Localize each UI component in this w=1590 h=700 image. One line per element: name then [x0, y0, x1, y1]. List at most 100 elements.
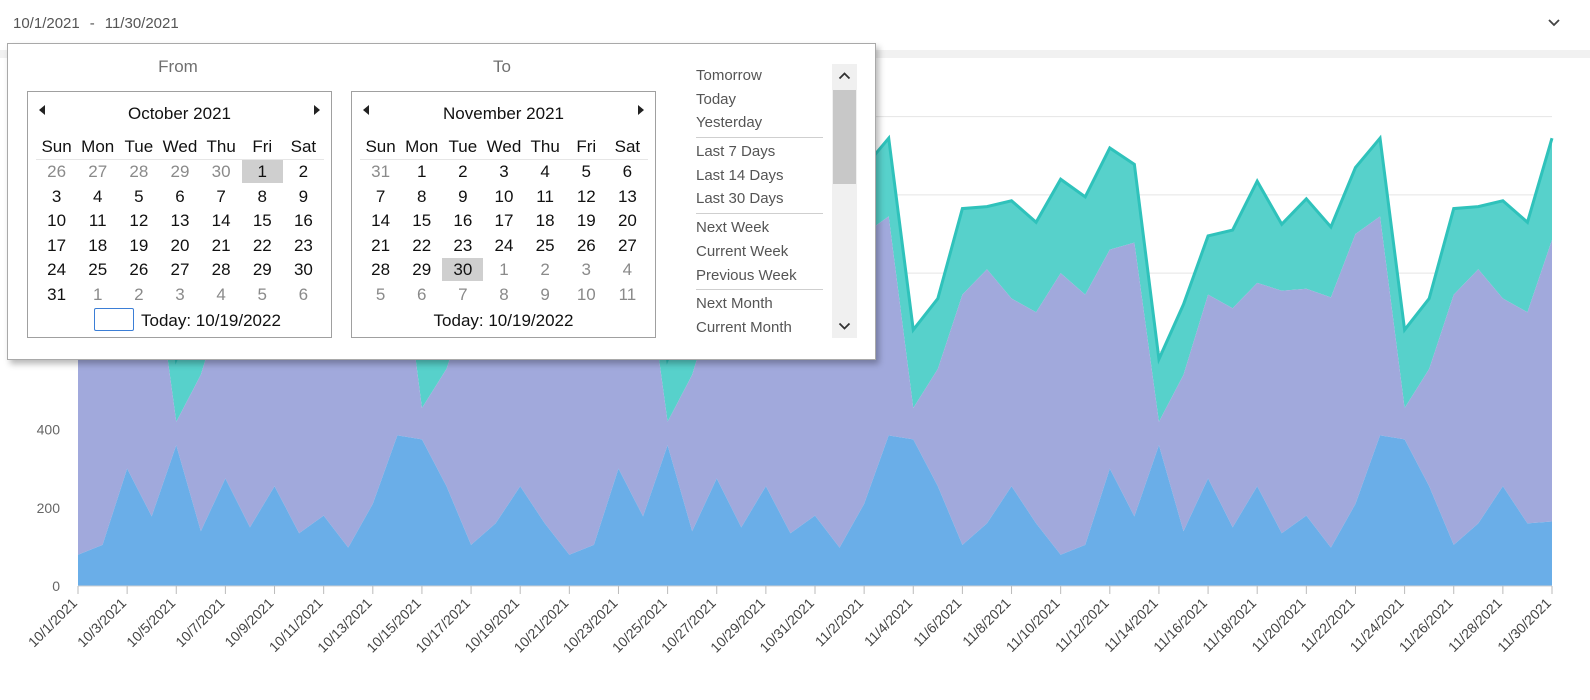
day-cell[interactable]: 4 — [622, 260, 633, 280]
day-cell[interactable]: 16 — [293, 211, 313, 231]
day-cell[interactable]: 14 — [371, 211, 391, 231]
scroll-down-icon[interactable] — [832, 314, 857, 338]
day-cell[interactable]: 4 — [92, 186, 103, 206]
day-cell[interactable]: 26 — [129, 260, 149, 280]
day-cell[interactable]: 18 — [88, 235, 108, 255]
preset-item-previous-week[interactable]: Previous Week — [696, 266, 797, 284]
day-cell[interactable]: 7 — [458, 284, 468, 304]
day-cell[interactable]: 21 — [211, 235, 231, 255]
day-cell[interactable]: 7 — [216, 186, 226, 206]
day-cell[interactable]: 6 — [622, 162, 633, 182]
to-selected-day[interactable]: 30 — [442, 258, 484, 282]
date-range-selector[interactable]: 10/1/2021-11/30/2021 — [0, 0, 1590, 50]
day-cell[interactable]: 19 — [576, 211, 596, 231]
prev-month-icon[interactable] — [39, 105, 45, 115]
day-cell[interactable]: 11 — [536, 186, 554, 206]
scroll-up-icon[interactable] — [832, 64, 857, 88]
day-cell[interactable]: 5 — [375, 284, 386, 304]
day-cell[interactable]: 7 — [375, 186, 386, 206]
day-cell[interactable]: 11 — [618, 284, 637, 304]
day-cell[interactable]: 28 — [371, 260, 391, 280]
day-cell[interactable]: 19 — [129, 235, 149, 255]
day-cell[interactable]: 28 — [211, 260, 231, 280]
day-cell[interactable]: 4 — [540, 162, 550, 182]
day-cell[interactable]: 26 — [576, 235, 596, 255]
day-cell[interactable]: 5 — [581, 162, 591, 182]
day-cell[interactable]: 29 — [170, 162, 190, 182]
day-cell[interactable]: 1 — [416, 162, 427, 182]
day-cell[interactable]: 30 — [293, 260, 313, 280]
preset-scrollbar[interactable] — [832, 64, 857, 338]
day-cell[interactable]: 15 — [252, 211, 272, 231]
day-cell[interactable]: 12 — [576, 186, 596, 206]
day-cell[interactable]: 3 — [175, 284, 185, 304]
day-cell[interactable]: 20 — [617, 211, 637, 231]
day-cell[interactable]: 24 — [47, 260, 67, 280]
day-cell[interactable]: 3 — [499, 162, 509, 182]
day-cell[interactable]: 9 — [458, 186, 468, 206]
preset-item-yesterday[interactable]: Yesterday — [696, 114, 763, 132]
day-cell[interactable]: 2 — [540, 260, 550, 280]
day-cell[interactable]: 27 — [88, 162, 108, 182]
day-cell[interactable]: 8 — [416, 186, 427, 206]
preset-item-last-14-days[interactable]: Last 14 Days — [696, 166, 784, 184]
day-cell[interactable]: 30 — [211, 162, 231, 182]
from-today-link[interactable]: Today: 10/19/2022 — [141, 311, 281, 330]
from-month-label[interactable]: October 2021 — [127, 104, 231, 123]
day-cell[interactable]: 21 — [371, 235, 391, 255]
day-cell[interactable]: 17 — [47, 235, 67, 255]
day-cell[interactable]: 16 — [453, 211, 473, 231]
today-indicator[interactable] — [94, 308, 134, 331]
day-cell[interactable]: 2 — [298, 162, 309, 182]
preset-item-last-30-days[interactable]: Last 30 Days — [696, 190, 784, 208]
date-range-display[interactable]: 10/1/2021-11/30/2021 — [13, 15, 179, 32]
day-cell[interactable]: 25 — [535, 235, 555, 255]
day-cell[interactable]: 10 — [47, 211, 67, 231]
day-cell[interactable]: 9 — [298, 186, 309, 206]
day-cell[interactable]: 10 — [494, 186, 514, 206]
day-cell[interactable]: 18 — [535, 211, 555, 231]
day-cell[interactable]: 29 — [412, 260, 432, 280]
day-cell[interactable]: 23 — [293, 235, 313, 255]
day-cell[interactable]: 10 — [576, 284, 596, 304]
day-cell[interactable]: 8 — [499, 284, 509, 304]
scrollbar-thumb[interactable] — [833, 90, 856, 184]
day-cell[interactable]: 4 — [216, 284, 226, 304]
day-cell[interactable]: 5 — [134, 186, 144, 206]
preset-item-next-month[interactable]: Next Month — [696, 295, 773, 313]
day-cell[interactable]: 31 — [371, 162, 391, 182]
preset-item-last-7-days[interactable]: Last 7 Days — [696, 143, 776, 161]
day-cell[interactable]: 6 — [175, 186, 185, 206]
day-cell[interactable]: 22 — [412, 235, 432, 255]
day-cell[interactable]: 11 — [88, 211, 107, 231]
day-cell[interactable]: 22 — [252, 235, 272, 255]
day-cell[interactable]: 28 — [129, 162, 149, 182]
day-cell[interactable]: 3 — [581, 260, 591, 280]
day-cell[interactable]: 17 — [494, 211, 514, 231]
day-cell[interactable]: 20 — [170, 235, 190, 255]
day-cell[interactable]: 5 — [257, 284, 267, 304]
day-cell[interactable]: 15 — [412, 211, 432, 231]
preset-item-tomorrow[interactable]: Tomorrow — [696, 67, 762, 84]
to-month-label[interactable]: November 2021 — [443, 104, 564, 123]
day-cell[interactable]: 1 — [499, 260, 509, 280]
day-cell[interactable]: 13 — [170, 211, 190, 231]
from-selected-day[interactable]: 1 — [241, 160, 283, 184]
day-cell[interactable]: 25 — [88, 260, 108, 280]
preset-item-next-week[interactable]: Next Week — [696, 219, 770, 237]
day-cell[interactable]: 29 — [252, 260, 272, 280]
next-month-icon[interactable] — [638, 105, 644, 115]
day-cell[interactable]: 23 — [453, 235, 473, 255]
day-cell[interactable]: 2 — [458, 162, 468, 182]
next-month-icon[interactable] — [314, 105, 320, 115]
day-cell[interactable]: 31 — [47, 284, 67, 304]
day-cell[interactable]: 3 — [51, 186, 62, 206]
day-cell[interactable]: 1 — [92, 284, 103, 304]
day-cell[interactable]: 27 — [617, 235, 637, 255]
to-today-link[interactable]: Today: 10/19/2022 — [433, 311, 574, 330]
day-cell[interactable]: 9 — [540, 284, 550, 304]
day-cell[interactable]: 8 — [257, 186, 267, 206]
day-cell[interactable]: 14 — [211, 211, 231, 231]
day-cell[interactable]: 2 — [134, 284, 144, 304]
day-cell[interactable]: 12 — [129, 211, 149, 231]
